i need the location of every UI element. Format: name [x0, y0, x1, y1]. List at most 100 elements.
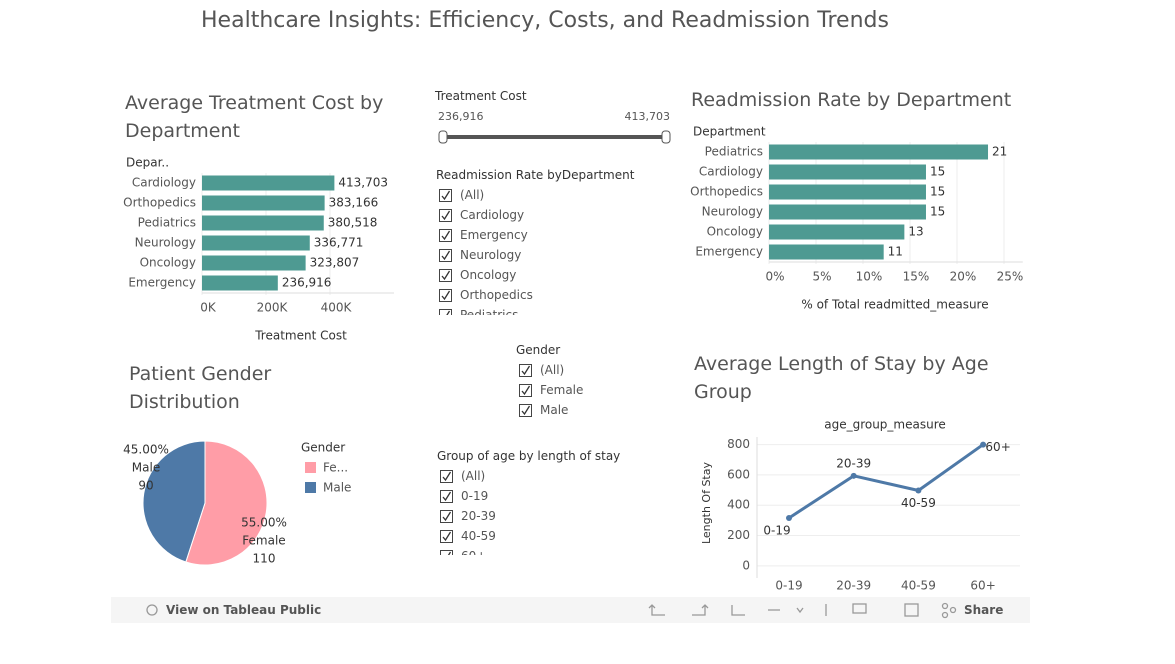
point-label: 0-19	[763, 523, 790, 537]
data-label: 11	[888, 245, 903, 259]
filter-item[interactable]: Oncology	[439, 265, 659, 285]
checkbox[interactable]	[440, 489, 453, 503]
check	[521, 405, 531, 415]
point	[850, 472, 857, 479]
checkbox[interactable]	[439, 288, 452, 302]
filter-item[interactable]: Pediatrics	[439, 305, 659, 315]
bar	[202, 255, 306, 271]
x-tick-label: 200K	[257, 301, 289, 315]
legend-swatch	[305, 462, 316, 473]
filter-item-label: 60+	[461, 549, 486, 555]
y-tick-label: 800	[727, 437, 750, 451]
checkbox[interactable]	[519, 383, 532, 397]
share-button[interactable]: Share	[964, 603, 1004, 617]
checkbox[interactable]	[519, 403, 532, 417]
check	[521, 365, 531, 375]
slider-handle[interactable]	[438, 130, 448, 144]
filter-item[interactable]: (All)	[439, 185, 659, 205]
view-link[interactable]: View on Tableau Public	[166, 603, 322, 617]
pie-slice	[142, 440, 206, 563]
chart-title: Average Length of Stay by Age Group	[694, 353, 989, 403]
category-label: Neurology	[135, 236, 196, 250]
checkbox[interactable]	[439, 268, 452, 282]
filter-item[interactable]: Cardiology	[439, 205, 659, 225]
filter-item[interactable]: (All)	[519, 360, 739, 380]
category-label: Oncology	[707, 225, 763, 239]
filter-item[interactable]: 40-59	[440, 526, 660, 546]
bar	[202, 235, 310, 251]
x-tick-label: 15%	[903, 270, 930, 284]
point-label: 60+	[985, 440, 1010, 454]
category-header: Depar..	[126, 156, 169, 170]
check	[441, 230, 451, 240]
filter-item-label: Cardiology	[460, 208, 525, 222]
x-tick-label: 20-39	[836, 579, 871, 593]
filter-item-label: Emergency	[460, 228, 528, 242]
filter-item[interactable]: 0-19	[440, 486, 660, 506]
checkbox[interactable]	[439, 308, 452, 315]
chart-title: Average Treatment Cost by Department	[125, 92, 384, 142]
x-tick-label: 0%	[765, 270, 784, 284]
filter-item[interactable]: Emergency	[439, 225, 659, 245]
x-axis-title: Treatment Cost	[254, 329, 347, 343]
filter-title: Gender	[516, 343, 561, 357]
checkbox[interactable]	[440, 549, 453, 555]
x-tick-label: 20%	[950, 270, 977, 284]
checkbox[interactable]	[439, 188, 452, 202]
filter-item[interactable]: 60+	[440, 546, 660, 555]
check	[442, 511, 452, 521]
x-tick-label: 5%	[812, 270, 831, 284]
check	[442, 531, 452, 541]
bar	[769, 204, 926, 220]
y-axis-title: Length Of Stay	[700, 462, 713, 545]
slice-label: 45.00%	[123, 443, 169, 457]
line	[788, 443, 984, 520]
bar	[202, 275, 278, 291]
checkbox[interactable]	[439, 248, 452, 262]
filter-item-label: Orthopedics	[460, 288, 533, 302]
filter-item[interactable]: Female	[519, 380, 739, 400]
category-label: Orthopedics	[123, 196, 196, 210]
chart-title: Patient Gender Distribution	[129, 363, 272, 413]
filter-item[interactable]: Neurology	[439, 245, 659, 265]
checkbox[interactable]	[519, 363, 532, 377]
chart-title: Readmission Rate by Department	[691, 89, 1012, 111]
filter-item[interactable]: Orthopedics	[439, 285, 659, 305]
checkbox[interactable]	[440, 469, 453, 483]
x-tick-label: 40-59	[901, 579, 936, 593]
slice-label: Male	[132, 461, 160, 475]
checkbox[interactable]	[439, 208, 452, 222]
x-tick-label: 0K	[200, 301, 217, 315]
filter-item[interactable]: 20-39	[440, 506, 660, 526]
check	[442, 491, 452, 501]
checkbox[interactable]	[439, 228, 452, 242]
slice-label: 110	[253, 552, 276, 566]
toolbar-icons	[146, 602, 957, 619]
checkbox[interactable]	[440, 509, 453, 523]
check	[441, 270, 451, 280]
slider-min: 236,916	[438, 110, 484, 123]
data-label: 13	[908, 225, 923, 239]
category-label: Pediatrics	[705, 145, 763, 159]
filter-item[interactable]: Male	[519, 400, 739, 420]
slider-title: Treatment Cost	[435, 89, 527, 103]
data-label: 21	[992, 145, 1007, 159]
checkbox[interactable]	[440, 529, 453, 543]
filter-item[interactable]: (All)	[440, 466, 660, 486]
slider-handle[interactable]	[661, 130, 671, 144]
point	[980, 441, 987, 448]
check	[441, 210, 451, 220]
point	[786, 514, 792, 521]
bar	[769, 244, 884, 260]
dashboard-title: Healthcare Insights: Efficiency, Costs, …	[201, 8, 889, 33]
check	[447, 551, 452, 555]
data-label: 380,518	[328, 216, 378, 230]
filter-list: (All) 0-19 20-39 40-59 60+	[440, 466, 660, 555]
data-label: 336,771	[314, 236, 364, 250]
filter-title: Group of age by length of stay	[437, 449, 621, 463]
point	[915, 487, 922, 494]
category-label: Cardiology	[132, 176, 196, 190]
y-tick-label: 200	[727, 528, 750, 542]
data-label: 15	[930, 165, 945, 179]
